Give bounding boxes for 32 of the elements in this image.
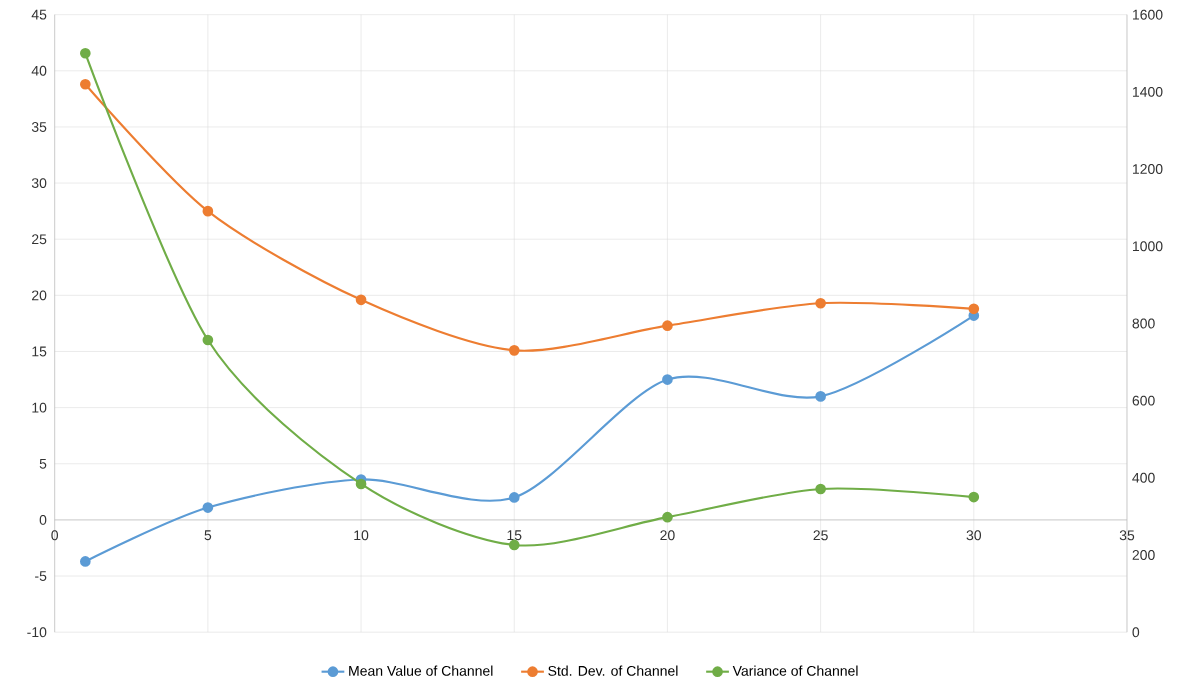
y-tick-label: 40 — [31, 65, 47, 76]
x-tick-label: 0 — [51, 530, 59, 541]
y-tick-label: 25 — [32, 234, 47, 245]
x-tick-label: 25 — [813, 530, 828, 541]
x-tick-label: 15 — [507, 530, 522, 541]
y-tick-label: 0 — [39, 514, 47, 525]
x-tick-label: 10 — [354, 530, 369, 541]
y-tick-label: 15 — [32, 346, 47, 357]
y2-tick-label: 0 — [1132, 627, 1140, 638]
y2-tick-label: 800 — [1132, 318, 1155, 329]
y2-tick-label: 200 — [1132, 549, 1155, 560]
y2-tick-label: 1000 — [1132, 241, 1163, 252]
legend-label: Std. Dev. of Channel — [548, 665, 678, 676]
legend-label: Mean Value of Channel — [349, 665, 493, 676]
y2-tick-label: 400 — [1132, 472, 1155, 483]
x-tick-label: 35 — [1119, 530, 1135, 541]
y-tick-label: 10 — [32, 402, 47, 413]
x-tick-label: 5 — [204, 530, 212, 541]
x-tick-label: 30 — [966, 530, 982, 541]
x-tick-label: 20 — [660, 530, 675, 541]
y-tick-label: -10 — [27, 627, 47, 638]
y2-tick-label: 600 — [1132, 395, 1155, 406]
y-tick-label: 5 — [39, 458, 47, 469]
legend-label: Variance of Channel — [732, 665, 858, 676]
y2-tick-label: 1200 — [1132, 164, 1163, 174]
y2-tick-label: 1600 — [1132, 9, 1163, 20]
y-tick-label: 45 — [31, 9, 47, 20]
y-tick-label: -5 — [35, 571, 47, 581]
y-tick-label: 30 — [31, 178, 47, 188]
y-tick-label: 20 — [32, 290, 47, 301]
y2-tick-label: 1400 — [1132, 86, 1163, 97]
y-tick-label: 35 — [31, 121, 47, 132]
